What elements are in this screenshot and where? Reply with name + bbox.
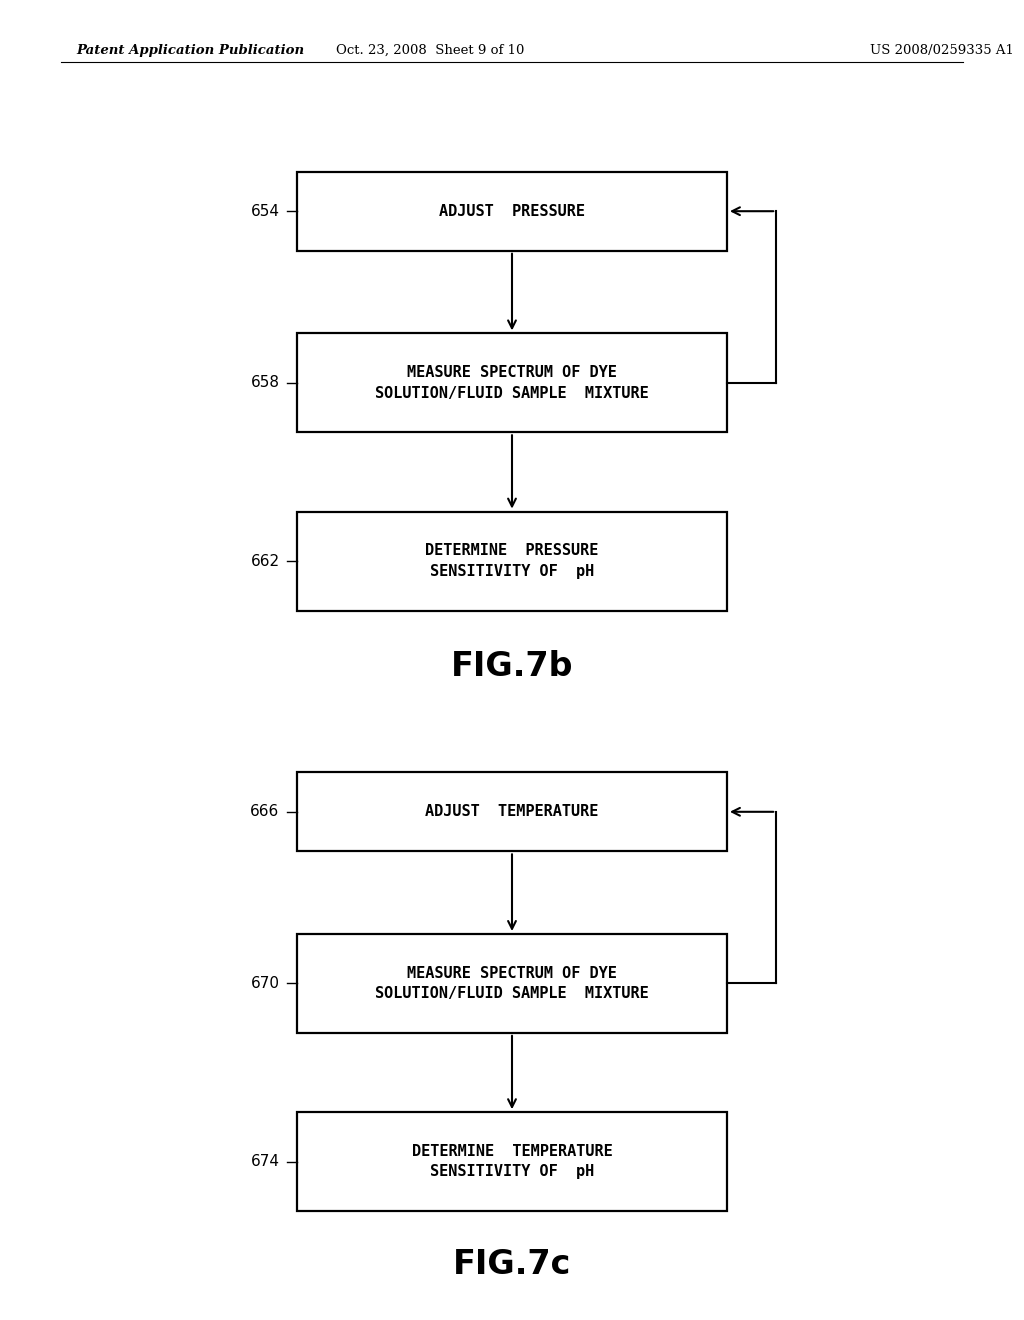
Text: 662: 662 xyxy=(251,553,280,569)
Text: FIG.7b: FIG.7b xyxy=(451,651,573,684)
Text: 654: 654 xyxy=(251,203,280,219)
Text: Oct. 23, 2008  Sheet 9 of 10: Oct. 23, 2008 Sheet 9 of 10 xyxy=(336,44,524,57)
Text: 658: 658 xyxy=(251,375,280,391)
Text: 666: 666 xyxy=(250,804,280,820)
Text: MEASURE SPECTRUM OF DYE
SOLUTION/FLUID SAMPLE  MIXTURE: MEASURE SPECTRUM OF DYE SOLUTION/FLUID S… xyxy=(375,966,649,1001)
Text: 670: 670 xyxy=(251,975,280,991)
Text: ADJUST  PRESSURE: ADJUST PRESSURE xyxy=(439,203,585,219)
Bar xyxy=(297,334,727,433)
Bar xyxy=(297,511,727,610)
Bar xyxy=(297,935,727,1032)
Text: DETERMINE  TEMPERATURE
SENSITIVITY OF  pH: DETERMINE TEMPERATURE SENSITIVITY OF pH xyxy=(412,1144,612,1179)
Text: US 2008/0259335 A1: US 2008/0259335 A1 xyxy=(870,44,1015,57)
Bar xyxy=(297,772,727,851)
Text: MEASURE SPECTRUM OF DYE
SOLUTION/FLUID SAMPLE  MIXTURE: MEASURE SPECTRUM OF DYE SOLUTION/FLUID S… xyxy=(375,366,649,400)
Text: Patent Application Publication: Patent Application Publication xyxy=(77,44,305,57)
Text: 674: 674 xyxy=(251,1154,280,1170)
Bar xyxy=(297,172,727,251)
Text: DETERMINE  PRESSURE
SENSITIVITY OF  pH: DETERMINE PRESSURE SENSITIVITY OF pH xyxy=(425,544,599,578)
Text: FIG.7c: FIG.7c xyxy=(453,1249,571,1280)
Text: ADJUST  TEMPERATURE: ADJUST TEMPERATURE xyxy=(425,804,599,820)
Bar xyxy=(297,1111,727,1212)
